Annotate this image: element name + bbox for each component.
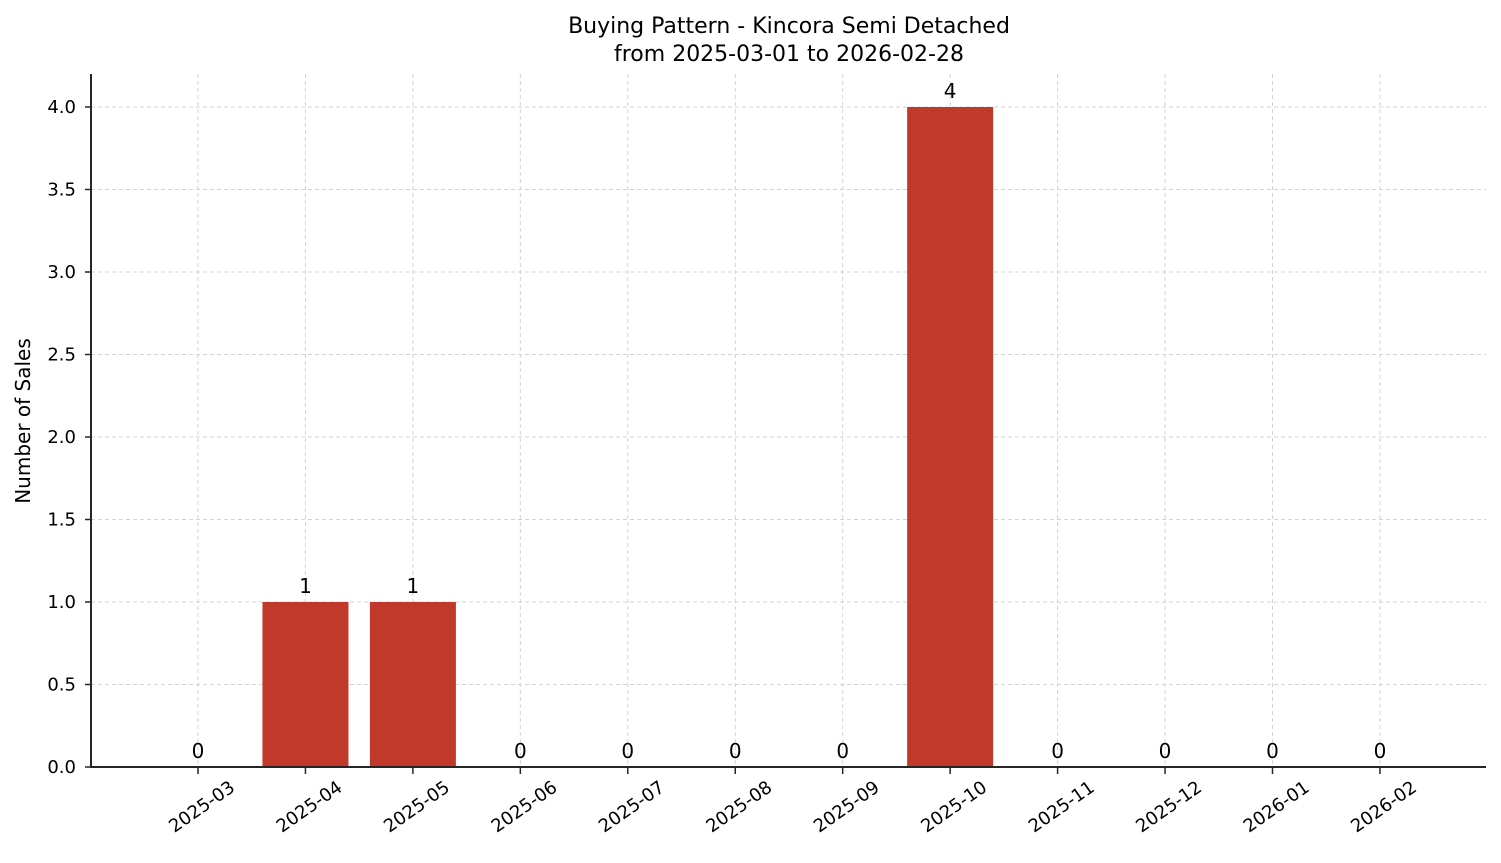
bar-value-label: 0 xyxy=(192,739,205,763)
bar-value-label: 4 xyxy=(944,79,957,103)
x-tick-label: 2025-10 xyxy=(917,777,991,837)
chart-subtitle: from 2025-03-01 to 2026-02-28 xyxy=(614,42,964,67)
y-tick-label: 1.0 xyxy=(47,592,76,613)
y-tick-label: 3.5 xyxy=(47,180,76,201)
bar-value-label: 1 xyxy=(299,574,312,598)
x-tick-label: 2025-07 xyxy=(595,777,669,837)
y-tick-label: 0.0 xyxy=(47,757,76,778)
x-tick-label: 2026-01 xyxy=(1240,777,1314,837)
bar-value-label: 0 xyxy=(836,739,849,763)
x-tick-label: 2025-09 xyxy=(810,777,884,837)
y-tick-label: 1.5 xyxy=(47,510,76,531)
bar-value-label: 0 xyxy=(1266,739,1279,763)
x-tick-label: 2025-12 xyxy=(1132,777,1206,837)
bar-value-label: 0 xyxy=(729,739,742,763)
bar-value-label: 1 xyxy=(407,574,420,598)
y-axis-ticks: 0.0 0.5 1.0 1.5 2.0 2.5 3.0 3.5 4.0 xyxy=(47,97,91,778)
y-tick-label: 2.0 xyxy=(47,427,76,448)
y-tick-label: 2.5 xyxy=(47,345,76,366)
bars xyxy=(262,107,994,767)
y-tick-label: 3.0 xyxy=(47,262,76,283)
chart-title: Buying Pattern - Kincora Semi Detached xyxy=(568,14,1010,39)
bar-2025-04 xyxy=(262,602,349,767)
bar-2025-10 xyxy=(907,107,994,767)
x-tick-label: 2025-03 xyxy=(165,777,239,837)
bar-value-label: 0 xyxy=(1159,739,1172,763)
y-axis-label: Number of Sales xyxy=(11,338,35,504)
x-tick-label: 2025-06 xyxy=(488,777,562,837)
x-axis-ticks: 2025-03 2025-04 2025-05 2025-06 2025-07 2025-… xyxy=(165,767,1421,837)
bar-value-label: 0 xyxy=(514,739,527,763)
bar-value-label: 0 xyxy=(621,739,634,763)
data-labels: 0 1 1 0 0 0 0 4 0 0 0 0 xyxy=(192,79,1387,763)
bar-2025-05 xyxy=(369,602,456,767)
y-tick-label: 0.5 xyxy=(47,675,76,696)
x-tick-label: 2025-04 xyxy=(273,777,347,837)
x-tick-label: 2025-11 xyxy=(1025,777,1099,837)
x-tick-label: 2025-08 xyxy=(702,777,776,837)
bar-value-label: 0 xyxy=(1374,739,1387,763)
x-tick-label: 2025-05 xyxy=(380,777,454,837)
y-tick-label: 4.0 xyxy=(47,97,76,118)
x-tick-label: 2026-02 xyxy=(1347,777,1421,837)
bar-value-label: 0 xyxy=(1051,739,1064,763)
